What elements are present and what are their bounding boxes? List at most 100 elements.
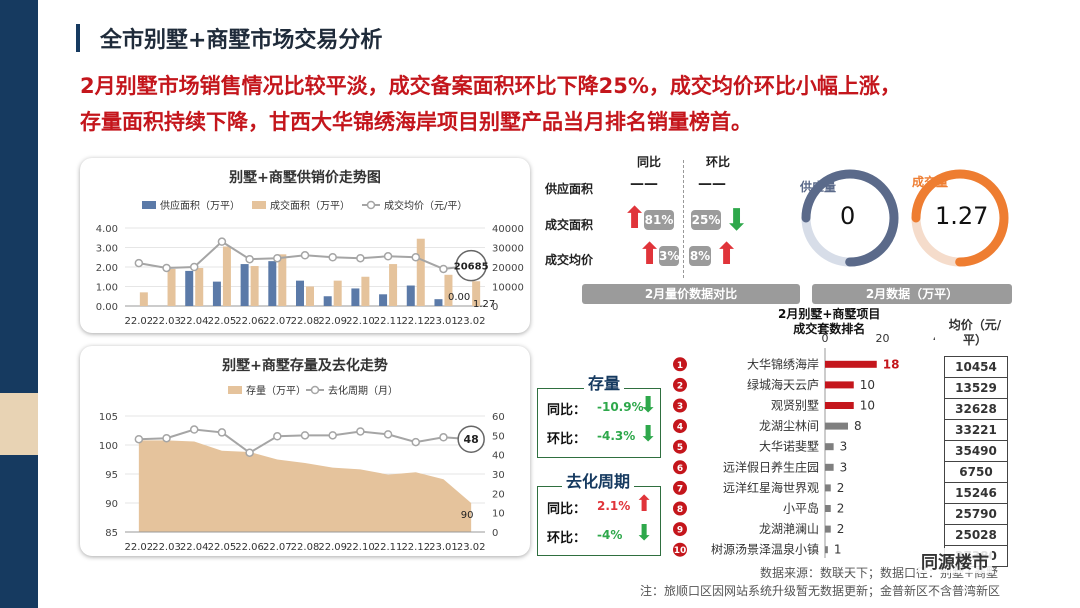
chart2-stock-area <box>138 440 472 532</box>
chart1-x-tick: 22.10 <box>346 316 375 327</box>
chart2-x-tick: 23.01 <box>429 542 458 553</box>
gauges-footer: 2月数据（万平） <box>812 284 1012 304</box>
chart1-x-tick: 22.09 <box>318 316 347 327</box>
rank-project-name: 小平岛 <box>783 501 819 516</box>
chart1-supply-bar <box>296 280 304 306</box>
chart1-legend-marker <box>366 200 376 210</box>
compare-footer: 2月量价数据对比 <box>582 284 800 304</box>
ranking-x-tick: 40 <box>933 332 935 345</box>
rank-badge-icon <box>673 480 687 495</box>
chart1-x-tick: 23.01 <box>429 316 458 327</box>
rank-badge-icon <box>673 357 687 372</box>
rank-badge-icon <box>673 522 687 537</box>
rank-project-name: 绿城海天云庐 <box>747 377 819 392</box>
rank-value: 2 <box>837 522 845 536</box>
chart1-y-tick: 1.00 <box>96 283 118 294</box>
supply-gauge-label: 供应量 <box>800 180 837 194</box>
chart2-y-tick: 105 <box>99 412 118 423</box>
arrow-up-icon: ⬆ <box>635 492 654 517</box>
chart1-deal-bar <box>361 276 370 306</box>
chart2-legend-label: 去化周期（月） <box>328 384 398 397</box>
rank-number: 6 <box>677 464 683 474</box>
chart1-y2-tick: 10000 <box>492 283 524 294</box>
chart1-deal-bar <box>195 267 204 306</box>
chart2-y-tick: 90 <box>105 499 118 510</box>
compare-col-mom: 环比 <box>706 155 731 169</box>
rank-badge-icon <box>673 398 687 413</box>
rank-badge-icon <box>673 377 687 392</box>
stock-mom-label: 环比： <box>547 432 587 447</box>
chart2-y2-tick: 0 <box>492 528 498 539</box>
cycle-mom-label: 环比： <box>547 531 587 546</box>
compare-divider <box>683 160 684 278</box>
chart2-x-tick: 22.09 <box>318 542 347 553</box>
supply-gauge-ring <box>801 169 899 267</box>
chart1-x-tick: 22.06 <box>235 316 264 327</box>
chart1-y-tick: 0.00 <box>96 302 118 313</box>
ranking-chart: 020401大华锦绣海岸182绿城海天云庐103观贤别墅104龙湖尘林间85大华… <box>673 332 935 558</box>
chart1-price-callout <box>455 249 487 282</box>
chart1-deal-bar <box>416 238 425 306</box>
chart1-y2-tick: 30000 <box>492 244 524 255</box>
stock-yoy-value: -10.9% <box>597 400 644 414</box>
arrow-down-icon: ⬇ <box>724 203 750 238</box>
rank-project-name: 龙湖滟澜山 <box>759 521 819 536</box>
chart1-y-tick: 3.00 <box>96 244 118 255</box>
chart1-x-tick: 22.02 <box>125 316 154 327</box>
left-accent-band <box>0 393 38 455</box>
chart1-deal-bar <box>167 268 176 306</box>
chart1-deal-last-label: 1.27 <box>473 299 495 310</box>
chart1-price-point <box>411 253 421 262</box>
chart2-legend-label: 存量（万平） <box>246 384 306 397</box>
compare-supply-yoy: —— <box>630 176 658 192</box>
rank-number: 4 <box>677 423 683 433</box>
chart2-legend-swatch <box>228 386 242 394</box>
chart2-x-tick: 22.02 <box>125 542 154 553</box>
chart2-y2-tick: 50 <box>492 431 505 442</box>
chart1-y2-tick: 20000 <box>492 263 524 274</box>
chart1-legend-swatch <box>142 201 156 209</box>
chart2-cycle-point <box>245 448 254 457</box>
chart1-x-tick: 22.03 <box>152 316 181 327</box>
price-row: 25790 <box>944 503 1008 525</box>
title-marker <box>76 24 80 52</box>
compare-deal-area-mom: 25% <box>691 210 721 230</box>
rank-project-name: 观贤别墅 <box>771 399 819 413</box>
chart2-x-tick: 22.04 <box>180 542 209 553</box>
chart2-cycle-point <box>328 431 337 440</box>
chart1-legend-label: 成交均价（元/平） <box>384 199 467 212</box>
cycle-yoy-label: 同比： <box>547 502 587 517</box>
chart2-cycle-point <box>439 433 448 442</box>
chart2-stock-last-label: 90 <box>461 510 474 521</box>
chart1-supply-bar <box>434 299 443 306</box>
chart1-supply-last-label: 0.00 <box>448 292 470 303</box>
compare-row-deal-area-label: 成交面积 <box>545 218 594 232</box>
rank-bar <box>825 360 877 368</box>
chart2-cycle-point <box>189 425 199 434</box>
chart1-price-point <box>439 264 448 274</box>
price-cell: 33221 <box>944 419 1008 441</box>
stock-box-title: 存量 <box>584 370 625 394</box>
price-row: 33221 <box>944 419 1008 441</box>
chart1-price-point <box>300 251 310 260</box>
headline-line-1: 2月别墅市场销售情况比较平淡，成交备案面积环比下降25%，成交均价环比小幅上涨， <box>80 74 901 98</box>
chart1-x-tick: 22.12 <box>401 316 430 327</box>
chart1-deal-bar <box>472 281 481 306</box>
rank-value: 3 <box>840 460 848 474</box>
chart2-y2-tick: 40 <box>492 451 505 462</box>
chart2-cycle-point <box>383 430 393 439</box>
chart2-cycle-point <box>356 427 365 436</box>
chart2-cycle-point <box>273 432 282 441</box>
chart1-y-tick: 2.00 <box>96 263 118 274</box>
chart2-cycle-last-label: 48 <box>463 433 478 446</box>
stock-mom-value: -4.3% <box>597 429 636 443</box>
chart1-x-tick: 23.02 <box>457 316 486 327</box>
chart1-price-point <box>356 253 365 263</box>
compare-deal-price-mom: 8% <box>689 246 711 266</box>
rank-bar <box>825 443 834 451</box>
ranking-x-tick: 20 <box>876 332 890 345</box>
brand-watermark: 同源楼市 <box>918 548 992 573</box>
chart1-title: 别墅+商墅供销价走势图 <box>228 169 381 186</box>
